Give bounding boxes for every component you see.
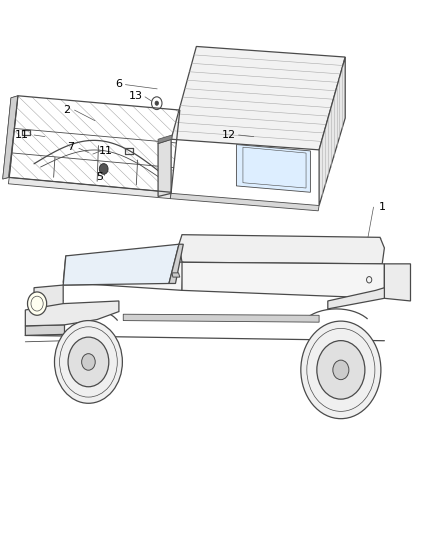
Polygon shape: [63, 244, 179, 285]
Text: 2: 2: [63, 105, 70, 115]
Polygon shape: [182, 262, 385, 298]
Text: 6: 6: [115, 78, 122, 88]
Polygon shape: [179, 235, 385, 264]
Polygon shape: [172, 273, 180, 277]
Polygon shape: [237, 144, 311, 192]
Polygon shape: [25, 325, 64, 335]
Polygon shape: [171, 46, 345, 150]
Text: 1: 1: [379, 202, 386, 212]
Polygon shape: [158, 135, 172, 143]
Text: 11: 11: [99, 146, 113, 156]
Text: 13: 13: [128, 91, 142, 101]
Text: 7: 7: [67, 142, 74, 152]
Circle shape: [81, 354, 95, 370]
Text: 5: 5: [96, 172, 103, 182]
Text: 12: 12: [222, 130, 236, 140]
Circle shape: [28, 292, 47, 316]
Polygon shape: [319, 57, 345, 206]
Polygon shape: [328, 288, 385, 309]
Polygon shape: [63, 256, 184, 290]
Polygon shape: [25, 301, 119, 326]
Polygon shape: [169, 244, 184, 284]
Circle shape: [99, 164, 108, 174]
Circle shape: [68, 337, 109, 387]
Polygon shape: [158, 139, 171, 197]
Circle shape: [54, 320, 122, 403]
Circle shape: [155, 101, 159, 106]
Circle shape: [317, 341, 365, 399]
Polygon shape: [8, 177, 171, 199]
Text: 11: 11: [15, 130, 29, 140]
Circle shape: [301, 321, 381, 419]
Polygon shape: [34, 285, 63, 326]
Circle shape: [333, 360, 349, 379]
Polygon shape: [170, 193, 319, 211]
Polygon shape: [123, 314, 319, 322]
Polygon shape: [3, 96, 18, 179]
Polygon shape: [385, 264, 410, 301]
Polygon shape: [3, 96, 18, 179]
